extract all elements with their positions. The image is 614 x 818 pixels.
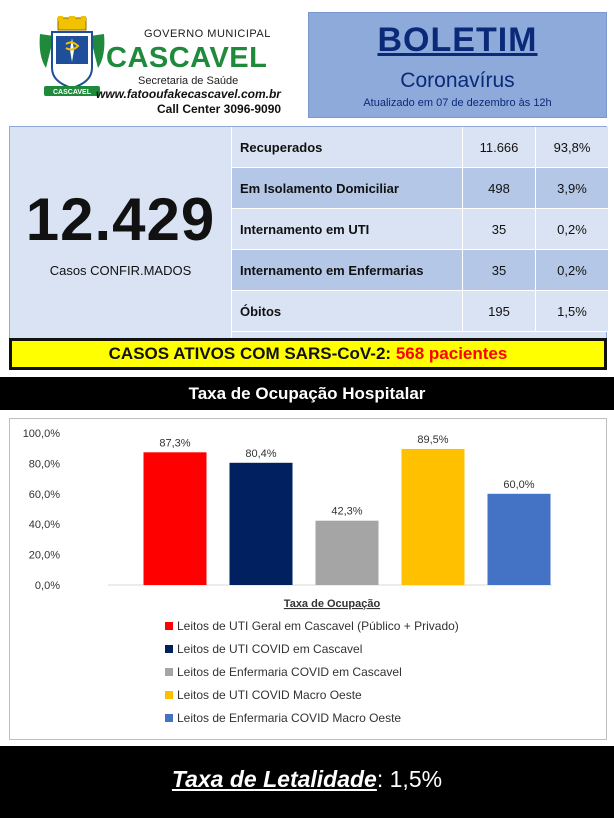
bar-data-label: 87,3% bbox=[159, 437, 190, 449]
occupancy-bar-chart: 0,0% 20,0% 40,0% 60,0% 80,0% 100,0% 87,3% 80,4%… bbox=[23, 428, 552, 725]
active-cases-value: 568 pacientes bbox=[395, 344, 508, 363]
row-label: Recuperados bbox=[240, 140, 323, 155]
site-url: www.fatooufakecascavel.com.br bbox=[96, 87, 281, 101]
row-value: 35 bbox=[462, 250, 536, 291]
boletim-subtitle: Coronavírus bbox=[400, 69, 515, 92]
legend-swatch bbox=[165, 668, 173, 676]
active-cases-banner: CASOS ATIVOS COM SARS-CoV-2: 568 pacient… bbox=[9, 338, 607, 370]
row-value: 11.666 bbox=[462, 127, 536, 168]
row-value: 498 bbox=[462, 168, 536, 209]
legend-label: Leitos de UTI COVID Macro Oeste bbox=[177, 688, 362, 702]
header: CASCAVEL GOVERNO MUNICIPAL CASCAVEL Secr… bbox=[0, 0, 614, 124]
row-percent: 0,2% bbox=[557, 263, 587, 278]
total-cases-label: Casos CONFIR.MADOS bbox=[49, 263, 192, 278]
row-percent: 1,5% bbox=[557, 304, 587, 319]
bar bbox=[143, 452, 207, 585]
y-tick-label: 100,0% bbox=[23, 428, 61, 440]
crest-text: CASCAVEL bbox=[53, 89, 92, 96]
logo: CASCAVEL GOVERNO MUNICIPAL CASCAVEL Secr… bbox=[34, 12, 296, 120]
stats-table: 12.429 Casos CONFIR.MADOS Recuperados 11… bbox=[9, 126, 608, 340]
bar bbox=[315, 520, 379, 585]
bar-data-label: 80,4% bbox=[245, 448, 276, 460]
bar-data-label: 60,0% bbox=[503, 479, 534, 491]
y-tick-label: 60,0% bbox=[29, 489, 60, 501]
bar-data-label: 42,3% bbox=[331, 506, 362, 518]
city-name: CASCAVEL bbox=[106, 42, 268, 74]
row-label: Internamento em Enfermarias bbox=[240, 263, 424, 278]
legend-swatch bbox=[165, 645, 173, 653]
secretaria-label: Secretaria de Saúde bbox=[138, 75, 239, 87]
legend-label: Leitos de Enfermaria COVID Macro Oeste bbox=[177, 711, 401, 725]
legend-swatch bbox=[165, 714, 173, 722]
total-cases-number: 12.429 bbox=[25, 186, 216, 253]
y-tick-label: 40,0% bbox=[29, 519, 60, 531]
y-tick-label: 20,0% bbox=[29, 550, 60, 562]
gov-line: GOVERNO MUNICIPAL bbox=[144, 28, 271, 40]
city-crest-icon: CASCAVEL bbox=[39, 16, 105, 96]
chart-frame: 0,0% 20,0% 40,0% 60,0% 80,0% 100,0% 87,3% 80,4%… bbox=[9, 418, 607, 740]
x-axis-title: Taxa de Ocupação bbox=[284, 598, 381, 610]
legend-label: Leitos de UTI Geral em Cascavel (Público… bbox=[177, 619, 459, 633]
footer: Taxa de Letalidade: 1,5% bbox=[0, 746, 614, 818]
row-label: Internamento em UTI bbox=[240, 222, 370, 237]
row-value: 195 bbox=[462, 291, 536, 332]
chart-title: Taxa de Ocupação Hospitalar bbox=[188, 384, 426, 403]
lethality-label: Taxa de Letalidade bbox=[171, 766, 377, 792]
row-label: Óbitos bbox=[240, 304, 282, 319]
boletim-title: BOLETIM bbox=[377, 21, 538, 59]
chart-header: Taxa de Ocupação Hospitalar bbox=[0, 377, 614, 410]
legend-label: Leitos de Enfermaria COVID em Cascavel bbox=[177, 665, 402, 679]
y-tick-label: 0,0% bbox=[35, 580, 60, 592]
row-percent: 0,2% bbox=[557, 222, 587, 237]
stats-row: Óbitos 195 1,5% bbox=[232, 291, 608, 332]
update-timestamp: Atualizado em 07 de dezembro às 12h bbox=[363, 97, 552, 109]
stats-row: Recuperados 11.666 93,8% bbox=[232, 127, 608, 168]
legend-label: Leitos de UTI COVID em Cascavel bbox=[177, 642, 362, 656]
bar bbox=[401, 448, 465, 585]
bar-data-label: 89,5% bbox=[417, 434, 448, 446]
bar bbox=[487, 493, 551, 585]
boletim-box: BOLETIM Coronavírus Atualizado em 07 de … bbox=[308, 12, 607, 118]
row-percent: 3,9% bbox=[557, 181, 587, 196]
lethality-text: Taxa de Letalidade: 1,5% bbox=[172, 766, 442, 793]
total-cases-cell: 12.429 Casos CONFIR.MADOS bbox=[10, 127, 232, 339]
legend-swatch bbox=[165, 622, 173, 630]
stats-row: Internamento em Enfermarias 35 0,2% bbox=[232, 250, 608, 291]
lethality-value: : 1,5% bbox=[376, 766, 443, 792]
stats-row: Em Isolamento Domiciliar 498 3,9% bbox=[232, 168, 608, 209]
row-value: 35 bbox=[462, 209, 536, 250]
y-tick-label: 80,0% bbox=[29, 458, 60, 470]
row-percent: 93,8% bbox=[553, 140, 591, 155]
row-label: Em Isolamento Domiciliar bbox=[240, 181, 399, 196]
active-cases-label: CASOS ATIVOS COM SARS-CoV-2: bbox=[108, 344, 392, 363]
callcenter-label: Call Center 3096-9090 bbox=[157, 102, 282, 116]
bar bbox=[229, 462, 293, 585]
stats-row: Internamento em UTI 35 0,2% bbox=[232, 209, 608, 250]
legend-swatch bbox=[165, 691, 173, 699]
